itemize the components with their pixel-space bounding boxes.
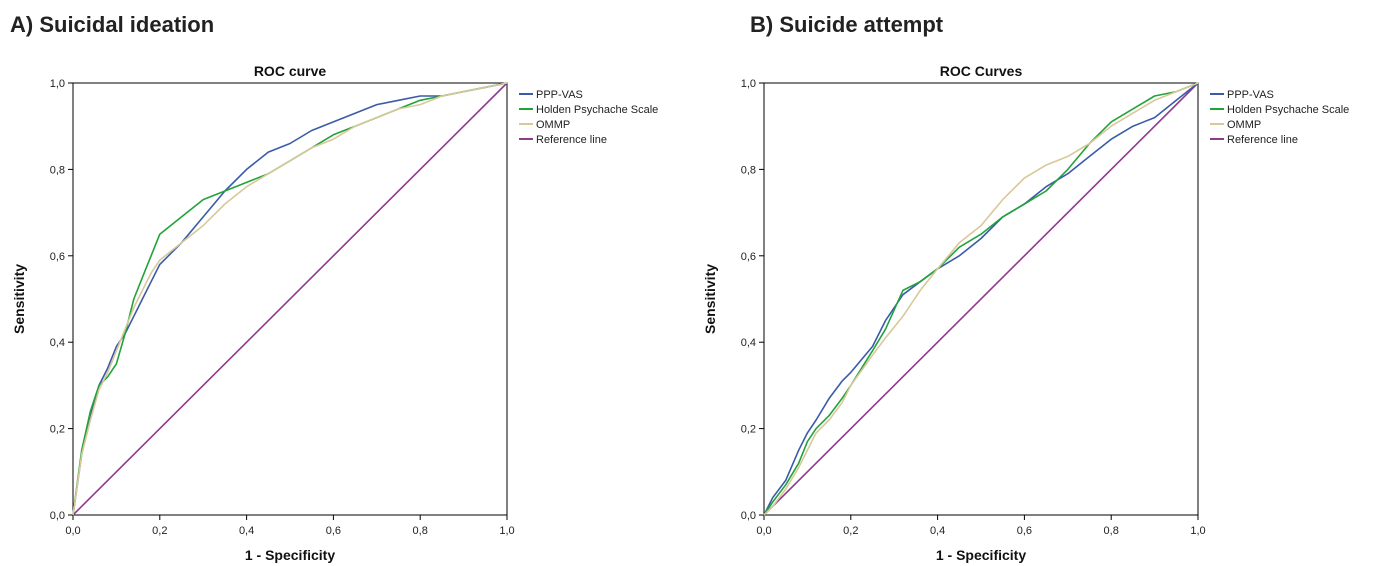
legend-entry: Holden Psychache Scale <box>1227 104 1349 116</box>
x-tick-label: 0,8 <box>1104 525 1119 537</box>
y-tick-label: 0,6 <box>741 251 756 263</box>
y-tick-label: 1,0 <box>741 78 756 90</box>
y-tick-label: 0,4 <box>50 337 65 349</box>
x-tick-label: 0,2 <box>152 525 167 537</box>
series-lines <box>763 82 1199 516</box>
legend-entry: PPP-VAS <box>1227 89 1274 101</box>
x-tick-label: 0,0 <box>65 525 80 537</box>
y-axis-label: Sensitivity <box>11 264 27 334</box>
x-tick-label: 1,0 <box>1190 525 1205 537</box>
x-tick-label: 0,4 <box>239 525 254 537</box>
y-axis: 0,0 0,2 0,4 0,6 0,8 1,0 <box>50 78 73 522</box>
legend: PPP-VAS Holden Psychache Scale OMMP Referen… <box>519 89 658 146</box>
y-axis: 0,0 0,2 0,4 0,6 0,8 1,0 <box>741 78 764 522</box>
chart-title: ROC Curves <box>940 63 1023 79</box>
legend-entry: Holden Psychache Scale <box>536 104 658 116</box>
series-line-reference-line <box>763 82 1199 516</box>
y-tick-label: 0,8 <box>741 164 756 176</box>
x-tick-label: 0,6 <box>1017 525 1032 537</box>
chart-title: ROC curve <box>254 63 327 79</box>
panel-label: B) Suicide attempt <box>750 12 944 37</box>
x-axis: 0,0 0,2 0,4 0,6 0,8 1,0 <box>756 515 1206 537</box>
x-tick-label: 0,8 <box>413 525 428 537</box>
series-line-ommp <box>72 82 508 516</box>
x-tick-label: 0,4 <box>930 525 945 537</box>
panel-label: A) Suicidal ideation <box>10 12 214 37</box>
y-tick-label: 0,0 <box>741 510 756 522</box>
x-tick-label: 0,6 <box>326 525 341 537</box>
y-tick-label: 0,2 <box>741 424 756 436</box>
y-tick-label: 0,6 <box>50 251 65 263</box>
x-tick-label: 0,2 <box>843 525 858 537</box>
series-line-reference-line <box>72 82 508 516</box>
legend-entry: Reference line <box>536 134 607 146</box>
y-tick-label: 0,8 <box>50 164 65 176</box>
series-line-holden-psychache-scale <box>763 82 1199 516</box>
series-lines <box>72 82 508 516</box>
legend-entry: PPP-VAS <box>536 89 583 101</box>
legend: PPP-VAS Holden Psychache Scale OMMP Referen… <box>1210 89 1349 146</box>
y-tick-label: 0,2 <box>50 424 65 436</box>
y-tick-label: 0,0 <box>50 510 65 522</box>
series-line-holden-psychache-scale <box>72 82 508 516</box>
y-axis-label: Sensitivity <box>702 264 718 334</box>
x-axis-label: 1 - Specificity <box>245 547 335 563</box>
series-line-ommp <box>763 82 1199 516</box>
y-tick-label: 0,4 <box>741 337 756 349</box>
legend-entry: Reference line <box>1227 134 1298 146</box>
x-tick-label: 1,0 <box>499 525 514 537</box>
legend-entry: OMMP <box>536 119 570 131</box>
panel-suicidal-ideation: A) Suicidal ideation ROC curve 0,0 0,2 0,4… <box>10 12 658 563</box>
y-tick-label: 1,0 <box>50 78 65 90</box>
x-axis: 0,0 0,2 0,4 0,6 0,8 1,0 <box>65 515 515 537</box>
x-axis-label: 1 - Specificity <box>936 547 1026 563</box>
legend-entry: OMMP <box>1227 119 1261 131</box>
x-tick-label: 0,0 <box>756 525 771 537</box>
panel-suicide-attempt: B) Suicide attempt ROC Curves 0,00,20,40… <box>702 12 1349 563</box>
